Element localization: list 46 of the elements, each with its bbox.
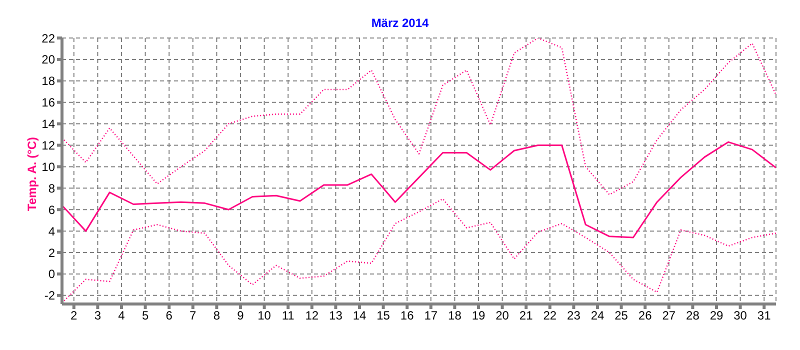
- x-tick-label: 25: [614, 308, 628, 323]
- y-tick-label: 14: [42, 117, 56, 132]
- x-tick-label: 26: [638, 308, 652, 323]
- y-tick-label: 16: [42, 96, 56, 110]
- y-tick-label: 22: [42, 31, 56, 46]
- x-tick-label: 21: [519, 308, 534, 323]
- x-tick-label: 2: [70, 308, 78, 323]
- x-tick-label: 20: [496, 308, 510, 323]
- x-tick-label: 15: [376, 308, 390, 323]
- y-tick-label: 8: [48, 181, 56, 196]
- y-tick-label: 12: [42, 138, 56, 153]
- x-tick-label: 30: [734, 308, 748, 323]
- x-tick-label: 12: [305, 308, 319, 323]
- y-tick-label: 20: [42, 52, 56, 67]
- x-tick-label: 28: [686, 308, 700, 323]
- x-tick-label: 13: [329, 308, 343, 323]
- y-tick-label: 4: [48, 224, 56, 238]
- x-tick-label: 29: [710, 308, 724, 323]
- y-tick-label: 0: [48, 267, 56, 282]
- x-tick-label: 11: [282, 308, 295, 323]
- y-tick-label: 2: [48, 246, 56, 260]
- x-tick-label: 5: [142, 308, 149, 323]
- y-tick-label: 10: [42, 160, 56, 174]
- x-tick-label: 18: [448, 308, 462, 323]
- x-tick-label: 9: [237, 308, 244, 323]
- chart-title: März 2014: [370, 16, 430, 30]
- y-tick-label: 6: [48, 202, 56, 217]
- x-tick-label: 17: [424, 308, 438, 323]
- x-tick-label: 14: [352, 308, 366, 323]
- x-tick-label: 19: [472, 308, 486, 323]
- x-tick-label: 10: [258, 308, 272, 323]
- x-tick-label: 23: [567, 308, 581, 323]
- x-tick-label: 16: [400, 308, 414, 323]
- x-tick-label: 8: [213, 308, 220, 323]
- x-tick-label: 31: [757, 308, 772, 323]
- y-tick-label: -2: [44, 288, 56, 303]
- x-tick-label: 3: [94, 308, 102, 323]
- x-tick-label: 22: [543, 308, 557, 323]
- line-series: [62, 141, 776, 238]
- x-tick-label: 4: [118, 308, 126, 323]
- y-tick-label: 18: [42, 74, 56, 88]
- x-tick-label: 6: [166, 308, 173, 323]
- x-tick-label: 27: [662, 308, 676, 323]
- y-axis-title: Temp. A. (°C): [25, 136, 39, 212]
- x-tick-label: 24: [590, 308, 604, 323]
- x-tick-label: 7: [190, 308, 197, 323]
